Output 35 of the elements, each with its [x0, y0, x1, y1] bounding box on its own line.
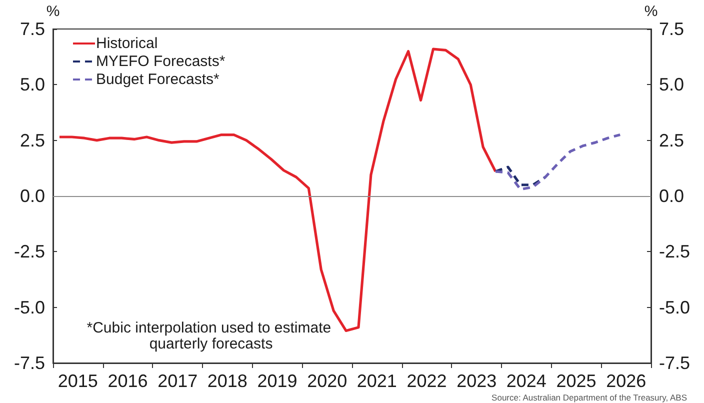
annotation: *Cubic interpolation used to estimate quarterly forecasts [86, 320, 336, 352]
y2-tick-label: 2.5 [659, 130, 684, 150]
y2-tick-label: -5.0 [659, 297, 690, 318]
x-tick-label: 2026 [606, 371, 646, 391]
y-axis-title: % [46, 3, 60, 20]
legend-label: Budget Forecasts* [96, 71, 220, 88]
legend-label: Historical [96, 35, 158, 52]
y2-tick-label: 7.5 [659, 19, 684, 39]
y-tick-label: -5.0 [14, 297, 45, 318]
x-tick-label: 2015 [58, 371, 98, 391]
x-tick-label: 2021 [356, 371, 397, 391]
y2-tick-label: -7.5 [659, 353, 690, 373]
x-tick-label: 2022 [406, 371, 447, 391]
x-tick-label: 2017 [158, 371, 198, 391]
line-series [494, 166, 547, 186]
x-tick-label: 2019 [257, 371, 298, 391]
y-tick-label: 7.5 [20, 19, 45, 39]
y-tick-label: 0.0 [20, 186, 45, 206]
x-tick-label: 2023 [456, 371, 497, 391]
y2-tick-label: 5.0 [659, 74, 684, 95]
y-tick-label: -2.5 [14, 242, 45, 262]
y2-axis-title: % [644, 3, 658, 20]
x-tick-label: 2016 [108, 371, 148, 391]
legend-label: MYEFO Forecasts* [96, 53, 226, 70]
y-tick-label: -7.5 [14, 353, 45, 373]
y-tick-label: 2.5 [20, 130, 45, 150]
y2-tick-label: -2.5 [659, 242, 690, 262]
line-series [494, 133, 622, 191]
x-tick-label: 2025 [556, 371, 596, 391]
x-tick-label: 2020 [307, 371, 348, 391]
source-note: Source: Australian Department of the Treasury, ABS [492, 392, 688, 402]
y-tick-label: 5.0 [20, 74, 45, 95]
y2-tick-label: 0.0 [659, 186, 684, 206]
x-tick-label: 2018 [207, 371, 248, 391]
x-tick-label: 2024 [506, 371, 546, 391]
